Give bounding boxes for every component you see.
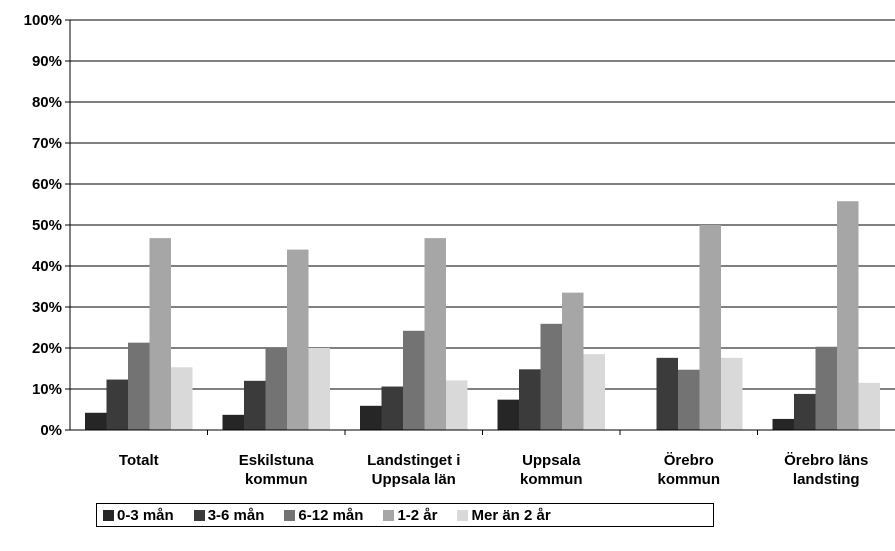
bar bbox=[403, 330, 425, 430]
y-tick-label: 100% bbox=[24, 12, 62, 29]
x-category-label: Örebro läns landsting bbox=[784, 452, 868, 488]
bar bbox=[149, 238, 171, 430]
bar bbox=[562, 292, 584, 430]
bar bbox=[583, 354, 605, 430]
bar bbox=[222, 414, 244, 430]
bar bbox=[308, 348, 330, 430]
y-tick-label: 20% bbox=[32, 340, 62, 357]
gridlines bbox=[70, 19, 895, 390]
bar bbox=[446, 380, 468, 430]
bar bbox=[497, 399, 519, 430]
y-tick-label: 50% bbox=[32, 217, 62, 234]
x-category-label: Landstinget i Uppsala län bbox=[367, 452, 460, 488]
bar bbox=[721, 357, 743, 430]
bar bbox=[837, 201, 859, 430]
x-category-label: Uppsala kommun bbox=[520, 452, 583, 488]
bar bbox=[540, 323, 562, 430]
bar bbox=[815, 346, 837, 430]
bar bbox=[106, 379, 128, 430]
bar bbox=[265, 348, 287, 430]
y-tick-label: 0% bbox=[40, 422, 62, 439]
legend-swatch bbox=[103, 509, 114, 521]
x-category-label: Totalt bbox=[119, 452, 159, 469]
bar bbox=[656, 357, 678, 430]
x-category-label: Örebro kommun bbox=[657, 452, 720, 488]
legend-swatch bbox=[284, 509, 296, 521]
bar bbox=[128, 342, 150, 430]
bar bbox=[858, 382, 880, 430]
x-category-label: Eskilstuna kommun bbox=[239, 452, 315, 488]
bars bbox=[85, 201, 880, 430]
y-tick-label: 30% bbox=[32, 299, 62, 316]
legend-label: 1-2 år bbox=[397, 506, 438, 524]
legend-label: 6-12 mån bbox=[298, 506, 364, 524]
bar bbox=[381, 386, 403, 430]
bar bbox=[772, 418, 794, 430]
legend-swatch bbox=[383, 509, 395, 521]
legend-label: 3-6 mån bbox=[207, 506, 265, 524]
bar bbox=[678, 369, 700, 430]
legend-label: 0-3 mån bbox=[117, 506, 174, 524]
legend-item: Mer än 2 år bbox=[457, 506, 551, 524]
axes bbox=[69, 20, 895, 435]
y-tick-label: 90% bbox=[32, 53, 62, 70]
x-axis-labels: Totalt Eskilstuna kommun Landstinget i Uppsa… bbox=[119, 452, 868, 488]
y-tick-label: 80% bbox=[32, 94, 62, 111]
legend-item: 0-3 mån bbox=[103, 507, 174, 524]
bar bbox=[85, 412, 107, 430]
bar bbox=[424, 238, 446, 430]
legend-swatch bbox=[193, 509, 205, 521]
bar bbox=[244, 380, 266, 430]
y-tick-label: 60% bbox=[32, 176, 62, 193]
legend-swatch bbox=[457, 509, 469, 521]
bar bbox=[287, 249, 309, 430]
y-axis-ticks: 0% 10% 20% 30% 40% 50% 60% 70% 80% 90% 100% bbox=[24, 12, 70, 439]
legend-item: 6-12 mån bbox=[284, 507, 363, 524]
y-tick-label: 40% bbox=[32, 258, 62, 275]
bar bbox=[794, 393, 816, 430]
legend-label: Mer än 2 år bbox=[471, 506, 551, 524]
bar bbox=[171, 367, 193, 430]
y-tick-label: 10% bbox=[32, 381, 62, 398]
y-tick-label: 70% bbox=[32, 135, 62, 152]
bar bbox=[699, 225, 721, 430]
legend: 0-3 mån 3-6 mån 6-12 mån 1-2 år Mer än 2 år bbox=[96, 503, 714, 527]
legend-item: 1-2 år bbox=[383, 507, 437, 524]
legend-item: 3-6 mån bbox=[193, 506, 265, 524]
bar bbox=[519, 369, 541, 430]
bar bbox=[360, 405, 382, 430]
